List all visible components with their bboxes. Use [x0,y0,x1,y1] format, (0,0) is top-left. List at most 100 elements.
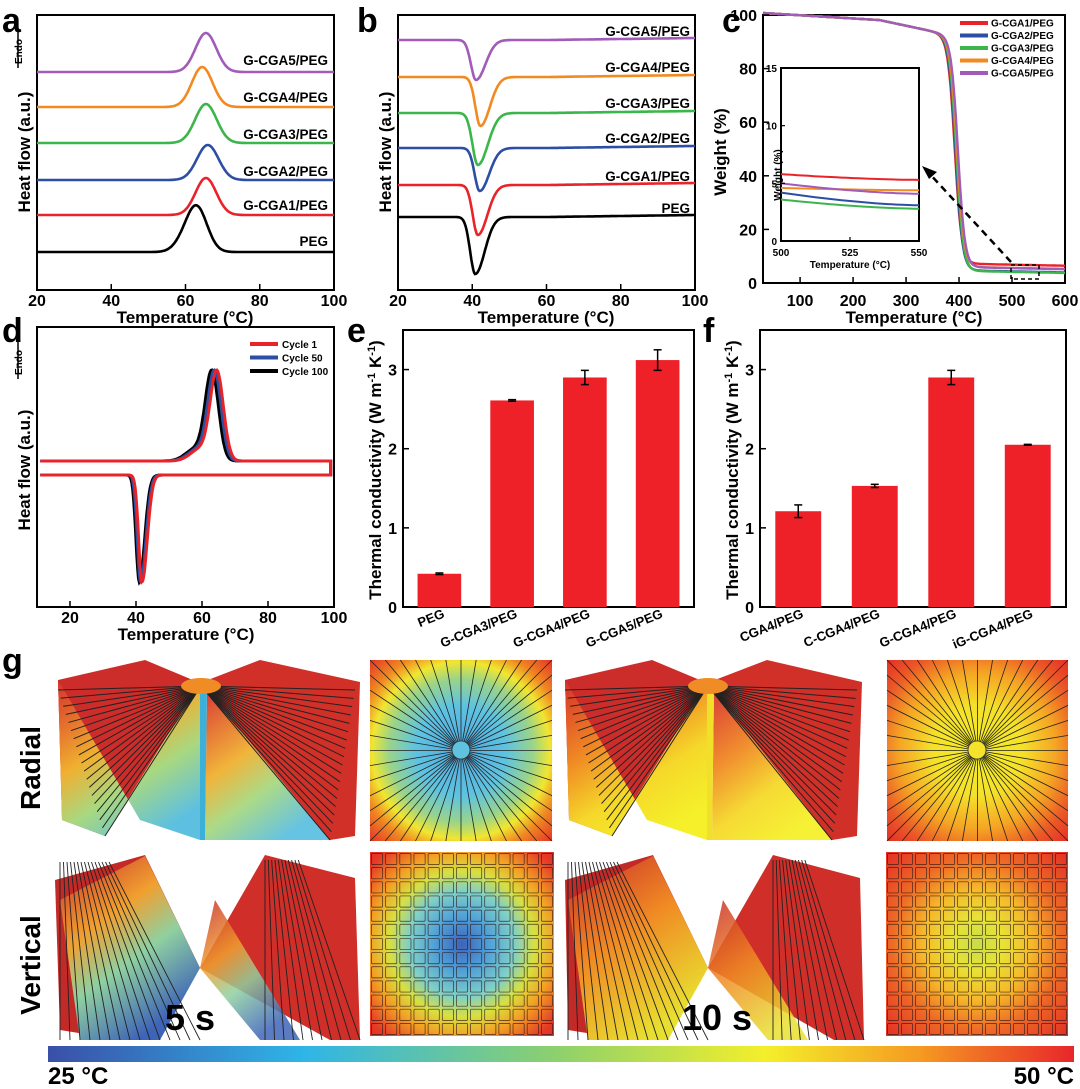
v10-left-line [602,861,669,1041]
v5sq-cell [385,909,398,922]
r10sq-ray [977,735,1069,751]
v10sq-cell [1027,952,1039,965]
r5-right-line [200,685,341,783]
r5sq-ray [460,674,553,751]
v5sq-cell [484,966,497,979]
v5sq-cell [399,853,412,866]
r5-left-line [57,685,202,691]
v10sq-cell [1013,867,1025,880]
v5sq-cell [512,938,525,950]
v5sq-cell [484,1008,497,1021]
v5sq-cell [456,938,468,950]
v10sq-cell [957,909,969,922]
r5sq-ray [460,750,492,842]
r10-right-line [707,685,834,832]
v5sq-cell [498,1008,511,1021]
v10sq-cell [999,938,1011,950]
v10sq-cell [985,994,997,1007]
panel-d-x-label: Temperature (°C) [118,625,255,644]
tick-label-c-y-60: 60 [739,115,757,132]
r10sq-ray [946,750,978,842]
v10sq-cell [1041,909,1053,922]
v5sq-cell [427,867,440,880]
curve-b-PEG [398,213,695,276]
e-ytick-label-0: 0 [388,600,397,617]
v10sq-cell [1055,980,1067,993]
v5sq-cell [413,994,426,1007]
v5sq-cell [470,853,483,866]
r10-right-line [707,685,840,799]
r10sq-ray [977,659,1009,751]
v5sq-cell [456,980,468,993]
e-category-G-CGA5/PEG: G-CGA5/PEG [583,606,664,650]
v10sq-cell [1013,994,1025,1007]
v10sq-cell [1013,980,1025,993]
curve-a-PEG [37,203,334,254]
panel-label-c: c [722,2,741,40]
v5sq-cell [512,923,525,936]
v5sq-cell [427,909,440,922]
r10-left-line [608,685,709,829]
roof-radial-5s [57,660,360,841]
v5sq-cell [540,1022,553,1035]
r5-right-line [200,685,331,841]
v10sq-cell [1041,1008,1053,1021]
r5-left-line [65,685,202,715]
v10sq-cell [929,980,941,993]
v10sq-cell [1027,1008,1039,1021]
r10sq-ray [962,659,978,751]
r5-left-line [78,685,202,756]
r5-right-line [200,685,356,691]
v5sq-cell [456,909,468,922]
v5sq-cell [470,1022,483,1035]
curve-b-G-CGA1/PEG [398,181,695,237]
v5sq-cell [441,867,454,880]
panel-f-bars [775,369,1051,607]
v5sq-cell [371,867,384,880]
v5sq-cell [526,923,539,936]
r10-right-line [707,685,841,791]
v5sq-cell [371,980,384,993]
r5-right-line [200,685,338,799]
v10sq-cell [971,938,983,950]
v5sq-cell [498,966,511,979]
v10sq-cell [999,966,1011,979]
v10sq-cell [929,1022,941,1035]
r10-left-line [564,685,709,691]
inset-tick-label-y-15: 15 [766,64,778,75]
square-vertical-10s [886,852,1068,1036]
r5sq-ray [460,719,553,751]
r10-right-line [707,685,849,741]
r5-left-line [83,685,202,772]
r5-left-line [86,685,202,780]
v10sq-cell [971,909,983,922]
panel-e-bars [417,349,680,607]
r5sq-ray [400,659,462,751]
v5sq-cell [484,853,497,866]
r5sq-ray [369,674,462,751]
r10sq-ray [977,659,1069,751]
f-bar-G-CGA4/PEG [928,377,975,607]
f-category-C-CGA4/PEG: C-CGA4/PEG [801,606,882,650]
r10-left-line [567,685,709,699]
v5sq-cell [441,1008,454,1021]
v10sq-cell [1055,895,1067,908]
square-radial-5s [369,659,553,842]
v5sq-cell [456,966,468,979]
v10sq-cell [999,853,1011,866]
r10sq-ray [916,659,978,751]
v5sq-cell [470,966,483,979]
r5sq-ray [430,659,462,751]
v5sq-cell [484,867,497,880]
roof-vertical-10s-grid [567,859,865,1041]
v5sq-cell [526,867,539,880]
roof-radial-10s-grid [564,685,858,841]
r10-left-line [603,685,709,812]
v10sq-cell [915,938,927,950]
v10sq-cell [1041,853,1053,866]
time-label-10s: 10 s [682,997,752,1038]
r10sq-ray [977,750,1009,842]
v10-left-line [581,861,609,1041]
